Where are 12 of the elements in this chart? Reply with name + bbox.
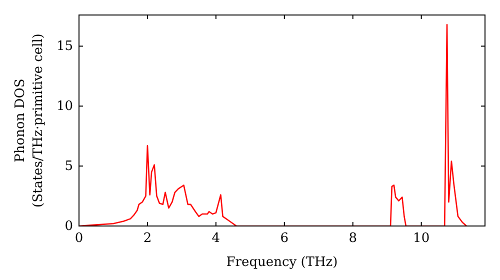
x-tick-label: 6 (280, 231, 289, 246)
y-tick-label: 10 (56, 99, 73, 114)
y-axis-title: Phonon DOS (States/THz·primitive cell) (13, 33, 46, 208)
x-tick-label: 8 (348, 231, 357, 246)
x-tick-label: 10 (413, 231, 430, 246)
y-tick-label: 15 (56, 39, 73, 54)
x-tick-label: 4 (212, 231, 220, 246)
y-tick-label: 5 (64, 159, 73, 174)
y-tick-label: 0 (64, 219, 73, 234)
x-axis-title: Frequency (THz) (226, 255, 338, 270)
x-tick-label: 0 (74, 231, 84, 246)
x-tick-label: 2 (143, 231, 152, 246)
